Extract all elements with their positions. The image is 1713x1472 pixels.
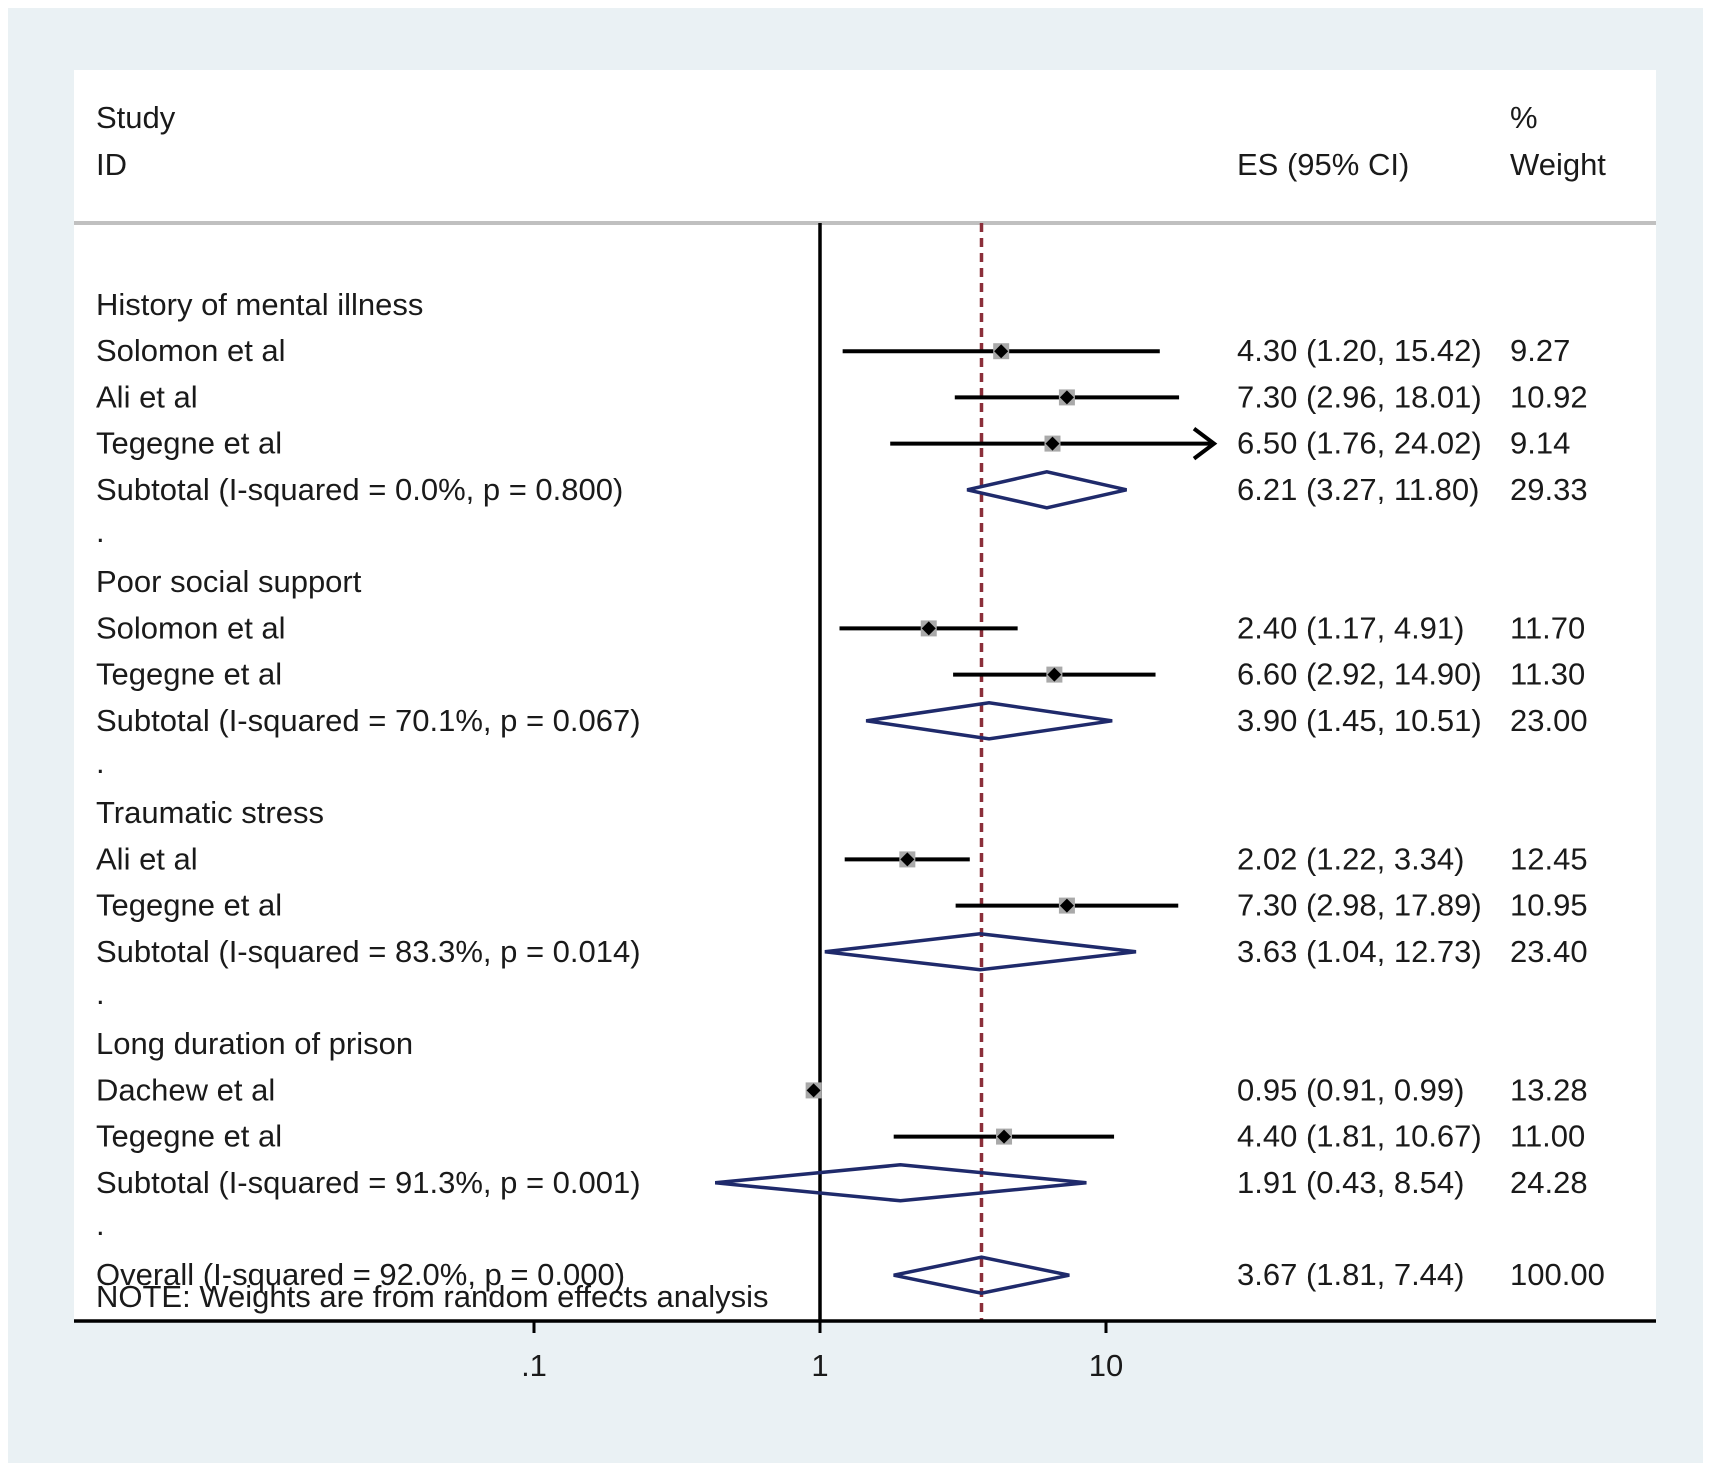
header-es: ES (95% CI) (1237, 147, 1409, 182)
point-estimate (806, 1083, 821, 1098)
group-label: Poor social support (96, 564, 362, 599)
group-label: History of mental illness (96, 287, 423, 322)
spacer-dot: . (96, 976, 105, 1011)
study-label: Ali et al (96, 841, 198, 876)
subtotal-label: Subtotal (I-squared = 70.1%, p = 0.067) (96, 703, 641, 738)
marks-layer (715, 223, 1218, 1321)
subtotal-diamond (966, 470, 1127, 510)
subtotal-ci-text: 3.63 (1.04, 12.73) (1237, 934, 1482, 969)
study-weight: 10.95 (1510, 888, 1588, 923)
x-tick-label: 1 (811, 1348, 828, 1383)
study-ci-text: 7.30 (2.98, 17.89) (1237, 888, 1482, 923)
ci-arrow (1192, 427, 1218, 461)
study-label: Tegegne et al (96, 657, 282, 692)
point-estimate (1047, 667, 1062, 682)
subtotal-ci-text: 1.91 (0.43, 8.54) (1237, 1165, 1465, 1200)
subtotal-diamond (824, 932, 1137, 972)
header-weight-percent: % (1510, 100, 1538, 135)
header-study: Study (96, 100, 176, 135)
study-label: Dachew et al (96, 1072, 275, 1107)
overall-label: Overall (I-squared = 92.0%, p = 0.000) (96, 1257, 625, 1292)
header-id: ID (96, 147, 127, 182)
point-estimate (1045, 436, 1060, 451)
study-weight: 12.45 (1510, 841, 1588, 876)
point-estimate (1059, 390, 1074, 405)
header: Study ID ES (95% CI) % Weight (96, 100, 1606, 182)
overall-ci-text: 3.67 (1.81, 7.44) (1237, 1257, 1465, 1292)
subtotal-diamond (865, 701, 1113, 741)
study-ci-text: 7.30 (2.96, 18.01) (1237, 379, 1482, 414)
subtotal-weight: 24.28 (1510, 1165, 1588, 1200)
study-ci-text: 2.40 (1.17, 4.91) (1237, 610, 1465, 645)
study-ci-text: 4.30 (1.20, 15.42) (1237, 333, 1482, 368)
study-label: Solomon et al (96, 333, 286, 368)
subtotal-weight: 23.00 (1510, 703, 1588, 738)
study-label: Tegegne et al (96, 426, 282, 461)
point-estimate (994, 344, 1009, 359)
group-label: Long duration of prison (96, 1026, 413, 1061)
study-label: Solomon et al (96, 610, 286, 645)
study-weight: 10.92 (1510, 379, 1588, 414)
study-ci-text: 2.02 (1.22, 3.34) (1237, 841, 1465, 876)
study-ci-text: 6.60 (2.92, 14.90) (1237, 657, 1482, 692)
study-ci-text: 4.40 (1.81, 10.67) (1237, 1119, 1482, 1154)
point-estimate (900, 852, 915, 867)
study-ci-text: 6.50 (1.76, 24.02) (1237, 426, 1482, 461)
study-weight: 9.27 (1510, 333, 1570, 368)
study-ci-text: 0.95 (0.91, 0.99) (1237, 1072, 1465, 1107)
subtotal-diamond (715, 1163, 1087, 1203)
rows-layer: History of mental illness Solomon et al 4.… (96, 287, 1605, 1292)
subtotal-label: Subtotal (I-squared = 83.3%, p = 0.014) (96, 934, 641, 969)
subtotal-label: Subtotal (I-squared = 0.0%, p = 0.800) (96, 472, 623, 507)
plot-panel (74, 70, 1656, 1320)
study-weight: 11.70 (1510, 610, 1585, 645)
point-estimate (1059, 898, 1074, 913)
subtotal-weight: 29.33 (1510, 472, 1588, 507)
group-label: Traumatic stress (96, 795, 324, 830)
subtotal-ci-text: 3.90 (1.45, 10.51) (1237, 703, 1482, 738)
study-weight: 9.14 (1510, 426, 1570, 461)
x-tick-label: 10 (1089, 1348, 1123, 1383)
spacer-dot: . (96, 514, 105, 549)
header-weight: Weight (1510, 147, 1606, 182)
x-axis-ticks: .1 1 10 (521, 1321, 1123, 1383)
overall-weight: 100.00 (1510, 1257, 1605, 1292)
subtotal-label: Subtotal (I-squared = 91.3%, p = 0.001) (96, 1165, 641, 1200)
study-weight: 11.30 (1510, 657, 1585, 692)
study-weight: 13.28 (1510, 1072, 1588, 1107)
subtotal-ci-text: 6.21 (3.27, 11.80) (1237, 472, 1479, 507)
study-label: Tegegne et al (96, 888, 282, 923)
spacer-dot: . (96, 1207, 105, 1242)
study-label: Tegegne et al (96, 1119, 282, 1154)
note: NOTE: Weights are from random effects an… (96, 1279, 769, 1314)
point-estimate (921, 621, 936, 636)
study-weight: 11.00 (1510, 1119, 1585, 1154)
overall-diamond (893, 1255, 1070, 1295)
subtotal-weight: 23.40 (1510, 934, 1588, 969)
x-tick-label: .1 (521, 1348, 547, 1383)
study-label: Ali et al (96, 379, 198, 414)
spacer-dot: . (96, 745, 105, 780)
point-estimate (997, 1129, 1012, 1144)
